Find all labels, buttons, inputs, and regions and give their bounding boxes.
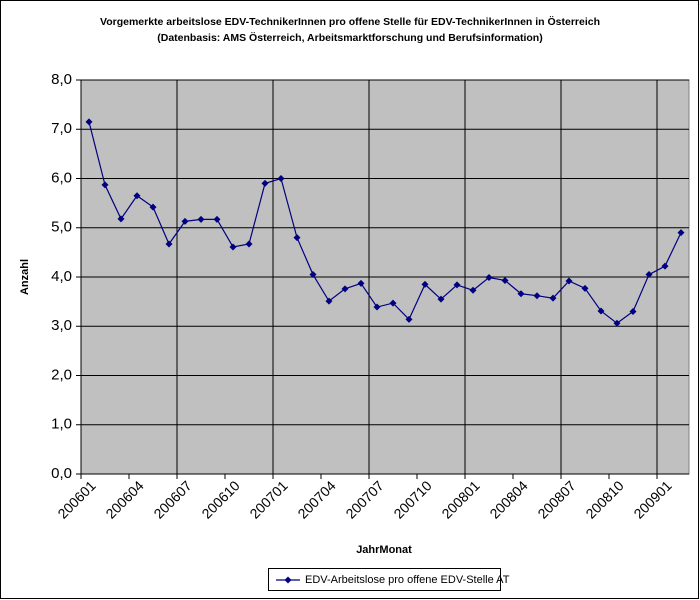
data-point [405, 315, 413, 323]
y-tick-label: 5,0 [51, 219, 72, 236]
data-point [341, 285, 349, 293]
data-point [581, 284, 589, 292]
data-point [213, 215, 221, 223]
data-point [661, 262, 669, 270]
data-point [165, 240, 173, 248]
y-axis-title: Anzahl [19, 259, 31, 295]
y-tick-label: 1,0 [51, 416, 72, 433]
data-point [197, 215, 205, 223]
data-point [309, 271, 317, 279]
data-point [549, 294, 557, 302]
chart-title: Vorgemerkte arbeitslose EDV-TechnikerInn… [100, 15, 600, 28]
data-point [469, 286, 477, 294]
chart-subtitle: (Datenbasis: AMS Österreich, Arbeitsmark… [157, 31, 542, 44]
data-point [261, 179, 269, 187]
data-point [501, 276, 509, 284]
y-tick-label: 8,0 [51, 71, 72, 88]
data-point [325, 297, 333, 305]
y-tick-label: 3,0 [51, 317, 72, 334]
data-point [453, 281, 461, 289]
data-point [533, 292, 541, 300]
x-axis-title: JahrMonat [356, 544, 412, 556]
y-tick-label: 2,0 [51, 366, 72, 383]
data-point [117, 215, 125, 223]
data-point [85, 118, 93, 126]
data-point [629, 307, 637, 315]
data-point [181, 217, 189, 225]
legend-marker [284, 576, 292, 584]
data-point [101, 181, 109, 189]
data-point [229, 243, 237, 251]
y-tick-label: 4,0 [51, 268, 72, 285]
data-point [613, 319, 621, 327]
data-point [357, 279, 365, 287]
data-point [565, 277, 573, 285]
data-point [373, 303, 381, 311]
data-point [389, 299, 397, 307]
data-point [597, 307, 605, 315]
data-point [645, 271, 653, 279]
data-point [277, 175, 285, 182]
data-point [293, 234, 301, 242]
legend [268, 568, 501, 591]
y-tick-label: 7,0 [51, 120, 72, 137]
data-point [133, 192, 141, 200]
data-point [485, 273, 493, 281]
data-point [517, 290, 525, 298]
data-point [437, 295, 445, 303]
data-point [677, 229, 685, 237]
data-point [149, 203, 157, 211]
y-tick-label: 6,0 [51, 169, 72, 186]
data-point [421, 280, 429, 288]
data-point [245, 240, 253, 248]
legend-label: EDV-Arbeitslose pro offene EDV-Stelle AT [305, 574, 510, 586]
y-tick-label: 0,0 [51, 465, 72, 482]
